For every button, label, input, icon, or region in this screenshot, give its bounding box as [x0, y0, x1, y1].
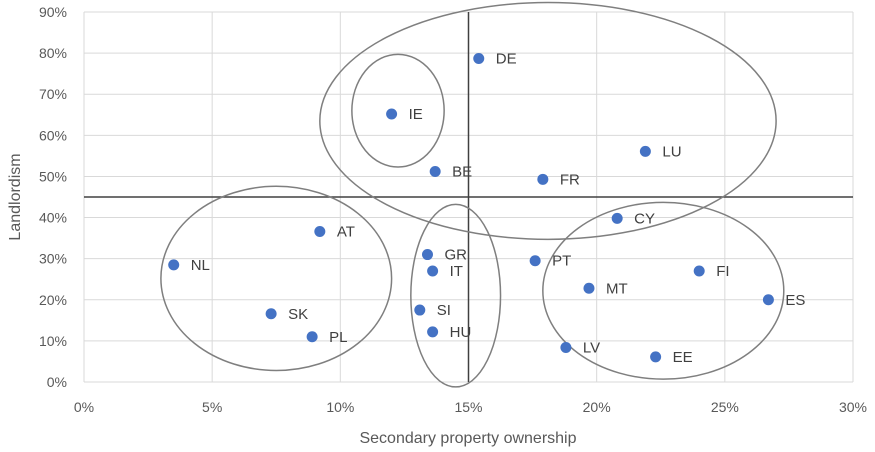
data-point-de — [473, 52, 485, 64]
data-point-si — [414, 304, 426, 316]
data-point-lv — [560, 341, 572, 353]
x-tick-label: 25% — [711, 399, 739, 415]
y-tick-label: 50% — [39, 168, 67, 184]
y-tick-label: 70% — [39, 86, 67, 102]
data-label-ee: EE — [673, 349, 693, 366]
data-label-lu: LU — [662, 143, 681, 160]
cluster-ellipse — [351, 53, 445, 168]
data-points: DE IE LU BE FR CY AT GR PT NL IT FI MT ES SI SK HU PL LV EE — [168, 50, 805, 366]
data-label-be: BE — [452, 164, 472, 181]
data-label-nl: NL — [191, 257, 210, 274]
data-label-sk: SK — [288, 306, 308, 323]
x-tick-label: 10% — [326, 399, 354, 415]
cluster-ellipses — [160, 1, 785, 388]
data-point-at — [314, 226, 326, 238]
data-point-ie — [386, 108, 398, 120]
cluster-ellipse — [410, 203, 502, 388]
y-axis-title: Landlordism — [7, 153, 24, 240]
y-tick-label: 20% — [39, 292, 67, 308]
data-label-cy: CY — [634, 210, 655, 227]
x-tick-label: 15% — [454, 399, 482, 415]
y-tick-label: 60% — [39, 127, 67, 143]
cluster-ellipse — [160, 185, 393, 372]
y-tick-label: 40% — [39, 210, 67, 226]
y-tick-label: 0% — [47, 374, 67, 390]
data-label-gr: GR — [444, 247, 467, 264]
data-point-it — [427, 265, 439, 277]
data-point-pt — [529, 255, 541, 267]
data-point-lu — [639, 145, 651, 157]
x-tick-label: 5% — [202, 399, 222, 415]
data-point-fr — [537, 173, 549, 185]
data-point-pl — [306, 331, 318, 343]
data-label-si: SI — [437, 302, 451, 319]
data-label-hu: HU — [450, 324, 472, 341]
data-label-fr: FR — [560, 171, 580, 188]
cluster-ellipse — [542, 201, 785, 380]
data-point-fi — [693, 265, 705, 277]
data-point-be — [429, 166, 441, 178]
reference-lines — [84, 12, 853, 382]
data-point-gr — [421, 249, 433, 261]
x-tick-label: 20% — [583, 399, 611, 415]
data-label-de: DE — [496, 50, 517, 67]
y-axis-ticks: 0% 10% 20% 30% 40% 50% 60% 70% 80% 90% — [39, 4, 67, 390]
data-point-nl — [168, 259, 180, 271]
data-point-es — [762, 294, 774, 306]
data-label-ie: IE — [409, 106, 423, 123]
data-label-pl: PL — [329, 329, 347, 346]
data-point-hu — [427, 326, 439, 338]
data-point-ee — [650, 351, 662, 363]
x-tick-label: 30% — [839, 399, 867, 415]
data-point-cy — [611, 212, 623, 224]
data-label-it: IT — [450, 263, 463, 280]
data-point-sk — [265, 308, 277, 320]
data-label-lv: LV — [583, 339, 600, 356]
data-label-fi: FI — [716, 263, 729, 280]
y-tick-label: 30% — [39, 251, 67, 267]
data-label-mt: MT — [606, 280, 628, 297]
cluster-ellipse — [319, 1, 777, 241]
data-label-es: ES — [785, 292, 805, 309]
y-tick-label: 10% — [39, 333, 67, 349]
x-axis-ticks: 0% 5% 10% 15% 20% 25% 30% — [74, 399, 867, 415]
data-label-pt: PT — [552, 253, 571, 270]
data-point-mt — [583, 282, 595, 294]
data-label-at: AT — [337, 224, 355, 241]
x-tick-label: 0% — [74, 399, 94, 415]
y-tick-label: 80% — [39, 45, 67, 61]
x-axis-title: Secondary property ownership — [359, 430, 576, 447]
y-tick-label: 90% — [39, 4, 67, 20]
